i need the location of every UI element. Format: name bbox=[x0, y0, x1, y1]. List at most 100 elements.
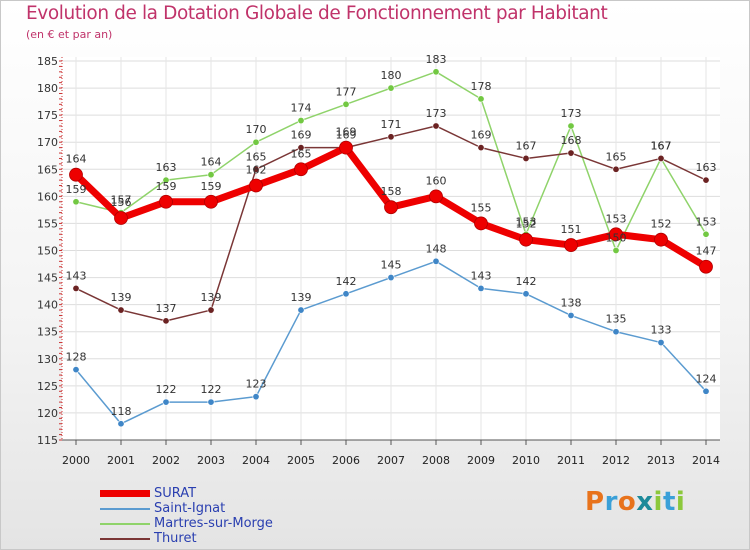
data-label: 122 bbox=[201, 383, 222, 396]
data-point bbox=[342, 100, 350, 108]
data-labels: 128 118 122 122 123 139 142 145 148 143 142 138 135 1… bbox=[66, 53, 717, 418]
data-label: 168 bbox=[561, 134, 582, 147]
data-point bbox=[117, 420, 125, 428]
data-point bbox=[474, 216, 488, 231]
y-tick-label: 180 bbox=[37, 82, 58, 95]
x-tick-label: 2006 bbox=[332, 454, 360, 467]
data-point bbox=[702, 230, 710, 238]
data-point bbox=[162, 176, 170, 184]
data-label: 135 bbox=[606, 313, 627, 326]
data-point bbox=[162, 317, 170, 325]
data-label: 118 bbox=[111, 405, 132, 418]
series-surat bbox=[69, 140, 713, 274]
data-label: 153 bbox=[606, 212, 627, 225]
data-label: 167 bbox=[651, 139, 672, 152]
data-label: 163 bbox=[156, 161, 177, 174]
data-point bbox=[702, 176, 710, 184]
data-label: 169 bbox=[336, 126, 357, 139]
y-tick-label: 135 bbox=[37, 326, 58, 339]
data-label: 183 bbox=[426, 53, 447, 66]
data-point bbox=[339, 140, 353, 155]
y-tick-label: 160 bbox=[37, 190, 58, 203]
legend-swatch bbox=[100, 490, 150, 497]
data-label: 142 bbox=[336, 275, 357, 288]
data-label: 165 bbox=[291, 147, 312, 160]
logo-letter: P bbox=[585, 487, 605, 517]
data-label: 139 bbox=[201, 291, 222, 304]
data-label: 139 bbox=[291, 291, 312, 304]
data-label: 167 bbox=[651, 139, 672, 152]
legend-swatch bbox=[100, 538, 150, 540]
data-point bbox=[609, 227, 623, 242]
data-point bbox=[477, 144, 485, 152]
series-thuret bbox=[72, 122, 710, 325]
data-label: 157 bbox=[111, 194, 132, 207]
data-label: 163 bbox=[696, 161, 717, 174]
data-label: 128 bbox=[66, 351, 87, 364]
data-label: 180 bbox=[381, 69, 402, 82]
data-point bbox=[477, 284, 485, 292]
data-point bbox=[654, 232, 668, 247]
legend-label: Thuret bbox=[154, 531, 197, 546]
data-label: 151 bbox=[561, 223, 582, 236]
data-label: 177 bbox=[336, 85, 357, 98]
data-point bbox=[432, 257, 440, 265]
legend-swatch bbox=[100, 523, 150, 525]
data-point bbox=[207, 306, 215, 314]
data-label: 167 bbox=[516, 139, 537, 152]
y-tick-label: 165 bbox=[37, 163, 58, 176]
data-label: 169 bbox=[471, 129, 492, 142]
x-tick-label: 2014 bbox=[692, 454, 720, 467]
logo-letter: x bbox=[636, 487, 654, 517]
chart-title: Evolution de la Dotation Globale de Fonc… bbox=[26, 3, 608, 24]
x-tick-label: 2004 bbox=[242, 454, 270, 467]
data-label: 139 bbox=[111, 291, 132, 304]
series-saint-ignat bbox=[72, 257, 710, 428]
data-point bbox=[564, 238, 578, 252]
data-label: 173 bbox=[561, 107, 582, 120]
data-label: 147 bbox=[696, 245, 717, 258]
data-point bbox=[207, 398, 215, 406]
data-label: 124 bbox=[696, 372, 717, 385]
data-point bbox=[72, 198, 80, 206]
legend-label: SURAT bbox=[154, 486, 197, 501]
data-label: 133 bbox=[651, 324, 672, 337]
data-point bbox=[297, 144, 305, 152]
data-point bbox=[387, 84, 395, 92]
data-label: 148 bbox=[426, 242, 447, 255]
data-point bbox=[114, 211, 128, 225]
data-label: 158 bbox=[381, 185, 402, 198]
data-point bbox=[297, 306, 305, 314]
data-point bbox=[522, 290, 530, 298]
legend-label: Saint-Ignat bbox=[154, 501, 226, 516]
data-point bbox=[699, 259, 713, 274]
y-tick-label: 175 bbox=[37, 109, 58, 122]
x-tick-label: 2007 bbox=[377, 454, 405, 467]
data-point bbox=[432, 122, 440, 130]
y-tick-label: 130 bbox=[37, 353, 58, 366]
data-label: 173 bbox=[426, 107, 447, 120]
data-point bbox=[72, 366, 80, 374]
y-tick-label: 150 bbox=[37, 245, 58, 258]
data-label: 162 bbox=[246, 164, 267, 177]
data-point bbox=[567, 122, 575, 130]
data-point bbox=[384, 200, 398, 215]
data-label: 152 bbox=[651, 218, 672, 231]
data-label: 156 bbox=[111, 196, 132, 209]
x-tick-label: 2010 bbox=[512, 454, 540, 467]
data-point bbox=[159, 194, 173, 209]
y-tick-label: 170 bbox=[37, 136, 58, 149]
data-point bbox=[252, 393, 260, 401]
proxiti-logo: Proxiti bbox=[585, 487, 685, 517]
data-label: 159 bbox=[156, 180, 177, 193]
data-label: 153 bbox=[516, 215, 537, 228]
y-tick-label: 145 bbox=[37, 272, 58, 285]
data-label: 143 bbox=[66, 269, 87, 282]
data-point bbox=[204, 194, 218, 209]
data-label: 160 bbox=[426, 174, 447, 187]
data-point bbox=[429, 189, 443, 204]
data-label: 165 bbox=[606, 150, 627, 163]
data-point bbox=[294, 162, 308, 177]
y-tick-label: 125 bbox=[37, 380, 58, 393]
logo-letter: r bbox=[604, 487, 618, 517]
